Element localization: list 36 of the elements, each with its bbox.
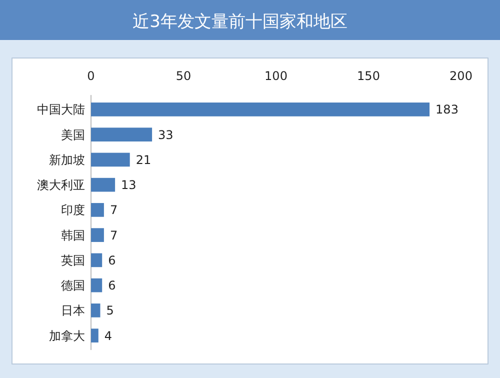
x-tick-label: 200 — [450, 69, 472, 83]
data-label: 6 — [108, 253, 116, 268]
x-tick-label: 150 — [357, 69, 380, 83]
data-label: 7 — [110, 203, 118, 218]
bar — [91, 228, 104, 242]
y-tick-label: 美国 — [61, 128, 85, 142]
bar — [91, 328, 98, 342]
bar — [91, 128, 152, 142]
x-tick-label: 50 — [176, 69, 192, 83]
data-label: 7 — [110, 228, 118, 242]
data-label: 183 — [436, 102, 458, 117]
y-tick-label: 印度 — [61, 203, 85, 218]
x-tick-label: 100 — [264, 69, 288, 83]
y-tick-label: 澳大利亚 — [37, 178, 85, 192]
chart-title: 近3年发文量前十国家和地区 — [132, 12, 348, 32]
data-label: 6 — [108, 278, 116, 293]
y-tick-label: 日本 — [61, 304, 85, 318]
y-tick-label: 英国 — [61, 253, 85, 268]
bar — [91, 178, 116, 192]
data-label: 33 — [158, 128, 174, 142]
y-tick-label: 新加坡 — [49, 152, 85, 167]
y-tick-label: 加拿大 — [49, 328, 85, 343]
bar — [91, 253, 102, 268]
x-tick-label: 0 — [87, 69, 95, 83]
bar — [91, 203, 104, 217]
bar — [91, 278, 102, 292]
bar — [91, 152, 130, 167]
y-tick-label: 德国 — [61, 278, 85, 293]
bar — [91, 304, 100, 318]
data-label: 21 — [136, 152, 152, 167]
y-tick-label: 韩国 — [61, 228, 85, 242]
data-label: 4 — [104, 328, 112, 343]
y-tick-label: 中国大陆 — [37, 102, 85, 117]
data-label: 13 — [121, 178, 136, 192]
data-label: 5 — [106, 304, 114, 318]
bar — [91, 102, 430, 116]
